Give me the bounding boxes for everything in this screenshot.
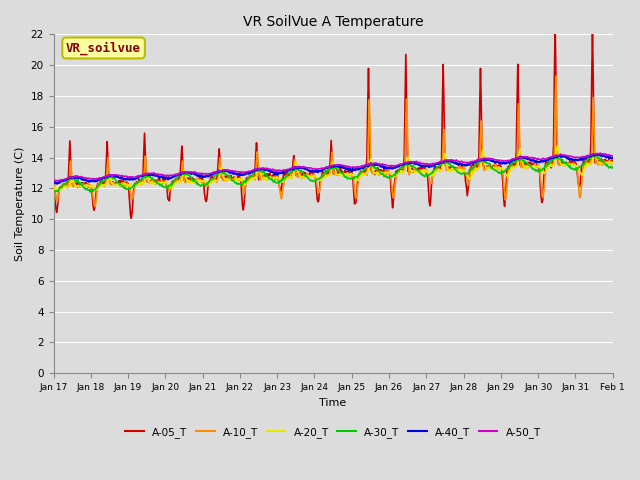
A-50_T	[204, 171, 212, 177]
A-20_T	[204, 181, 212, 187]
Line: A-50_T: A-50_T	[54, 153, 612, 181]
A-20_T	[50, 183, 58, 189]
A-05_T	[419, 163, 426, 168]
A-05_T	[609, 159, 616, 165]
A-30_T	[60, 181, 67, 187]
A-10_T	[419, 169, 426, 175]
A-40_T	[402, 160, 410, 166]
Title: VR SoilVue A Temperature: VR SoilVue A Temperature	[243, 15, 424, 29]
Text: VR_soilvue: VR_soilvue	[66, 41, 141, 55]
A-30_T	[50, 189, 58, 194]
A-10_T	[50, 184, 58, 190]
X-axis label: Time: Time	[319, 397, 347, 408]
Y-axis label: Soil Temperature (C): Soil Temperature (C)	[15, 146, 25, 261]
A-05_T	[117, 177, 125, 183]
A-05_T	[50, 180, 58, 185]
A-40_T	[596, 151, 604, 157]
A-05_T	[204, 180, 212, 186]
A-50_T	[596, 150, 604, 156]
A-20_T	[402, 165, 410, 170]
A-50_T	[175, 171, 182, 177]
A-40_T	[54, 180, 61, 186]
A-20_T	[175, 178, 182, 184]
A-50_T	[402, 160, 410, 166]
A-40_T	[609, 155, 616, 161]
A-30_T	[118, 183, 126, 189]
A-30_T	[86, 189, 94, 195]
A-30_T	[402, 162, 410, 168]
A-30_T	[419, 172, 426, 178]
A-05_T	[127, 216, 135, 221]
A-30_T	[204, 180, 212, 185]
A-20_T	[419, 169, 426, 175]
A-10_T	[60, 183, 67, 189]
A-40_T	[50, 180, 58, 185]
A-05_T	[551, 21, 559, 26]
A-50_T	[118, 174, 126, 180]
A-30_T	[175, 174, 182, 180]
A-50_T	[50, 178, 58, 183]
A-40_T	[419, 163, 426, 169]
A-10_T	[204, 181, 212, 187]
A-20_T	[61, 185, 68, 191]
A-10_T	[402, 121, 410, 127]
A-40_T	[204, 173, 212, 179]
A-05_T	[60, 181, 67, 187]
Line: A-40_T: A-40_T	[54, 154, 612, 183]
A-20_T	[55, 187, 63, 193]
A-10_T	[175, 179, 182, 184]
A-50_T	[52, 178, 60, 184]
A-05_T	[402, 51, 410, 57]
Legend: A-05_T, A-10_T, A-20_T, A-30_T, A-40_T, A-50_T: A-05_T, A-10_T, A-20_T, A-30_T, A-40_T, …	[121, 422, 545, 442]
A-40_T	[175, 171, 182, 177]
A-30_T	[589, 153, 597, 158]
Line: A-30_T: A-30_T	[54, 156, 612, 192]
A-20_T	[118, 182, 126, 188]
A-10_T	[91, 204, 99, 209]
A-10_T	[118, 180, 126, 185]
A-10_T	[609, 160, 616, 166]
Line: A-20_T: A-20_T	[54, 145, 612, 190]
A-10_T	[552, 73, 560, 79]
A-50_T	[609, 153, 616, 159]
A-20_T	[554, 143, 561, 148]
A-05_T	[175, 174, 182, 180]
A-40_T	[118, 175, 126, 180]
A-20_T	[609, 160, 616, 166]
Line: A-10_T: A-10_T	[54, 76, 612, 206]
A-30_T	[609, 165, 616, 170]
A-40_T	[61, 177, 68, 183]
Line: A-05_T: A-05_T	[54, 24, 612, 218]
A-50_T	[419, 161, 426, 167]
A-50_T	[61, 177, 68, 182]
